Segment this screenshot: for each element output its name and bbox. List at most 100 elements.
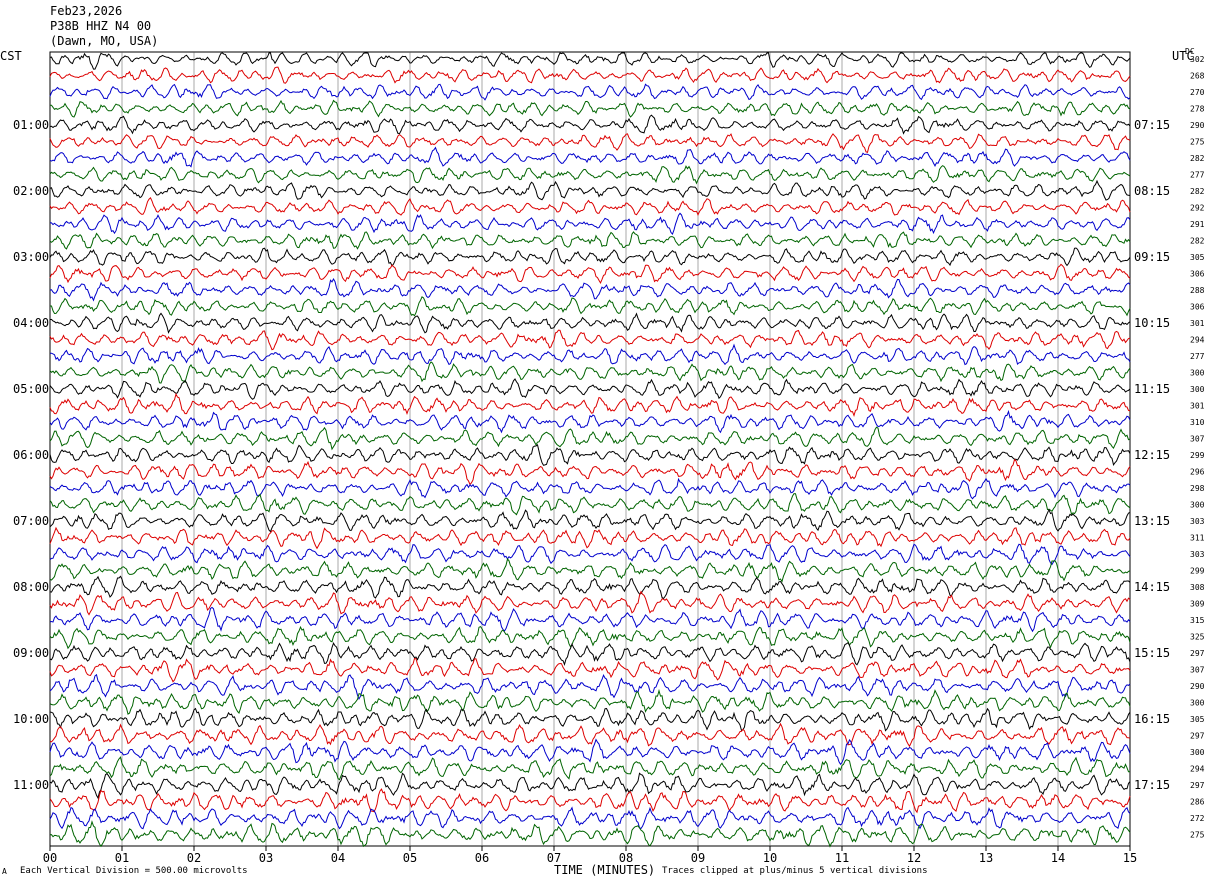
x-tick-label: 07 (547, 851, 561, 865)
dc-offset-label: 310 (1190, 418, 1205, 427)
trace-line (49, 590, 1131, 616)
dc-offset-label: 303 (1190, 550, 1205, 559)
dc-offset-label: 282 (1190, 237, 1205, 246)
utc-time-label: 14:15 (1134, 580, 1170, 594)
dc-offset-label: 299 (1190, 451, 1205, 460)
date-label: Feb23,2026 (50, 4, 123, 18)
trace-line (49, 820, 1131, 848)
dc-offset-label: 277 (1190, 171, 1205, 180)
trace-line (50, 296, 1131, 317)
trace-line (49, 378, 1131, 400)
dc-offset-label: 286 (1190, 798, 1205, 807)
trace-line (49, 231, 1131, 250)
trace-line (49, 165, 1131, 185)
dc-offset-label: 275 (1190, 831, 1205, 840)
dc-offset-label: 325 (1190, 633, 1205, 642)
x-axis-title: TIME (MINUTES) (554, 863, 656, 877)
dc-offset-label: 297 (1190, 732, 1205, 741)
dc-offset-label: 290 (1190, 121, 1205, 130)
trace-line (49, 688, 1131, 715)
dc-offset-label: 296 (1190, 468, 1205, 477)
trace-line (49, 673, 1131, 701)
plot-frame (49, 51, 1131, 847)
utc-time-label: 12:15 (1134, 448, 1170, 462)
dc-offset-label: 300 (1190, 699, 1205, 708)
trace-line (49, 526, 1131, 550)
utc-time-label: 13:15 (1134, 514, 1170, 528)
trace-line (49, 707, 1131, 732)
trace-line (49, 575, 1131, 600)
dc-offset-label: 299 (1190, 567, 1205, 576)
dc-offset-label: 300 (1190, 501, 1205, 510)
trace-line (49, 756, 1130, 781)
dc-offset-label: 268 (1190, 72, 1205, 81)
utc-time-label: 08:15 (1134, 184, 1170, 198)
trace-line (49, 179, 1131, 201)
x-tick-label: 13 (979, 851, 993, 865)
cst-time-label: 01:00 (13, 118, 49, 132)
dc-offset-label: 305 (1190, 715, 1205, 724)
cst-time-label: 10:00 (13, 712, 49, 726)
dc-offset-label: 282 (1190, 154, 1205, 163)
dc-offset-label: 303 (1190, 517, 1205, 526)
dc-offset-label: 302 (1190, 55, 1205, 64)
dc-offset-label: 307 (1190, 435, 1205, 444)
cst-time-label: 03:00 (13, 250, 49, 264)
x-tick-label: 14 (1051, 851, 1065, 865)
trace-line (49, 263, 1131, 284)
trace-line (49, 361, 1131, 384)
x-tick-label: 06 (475, 851, 489, 865)
x-tick-label: 09 (691, 851, 705, 865)
x-tick-label: 03 (259, 851, 273, 865)
trace-line (49, 508, 1131, 533)
trace-line (49, 806, 1131, 830)
dc-offset-label: 309 (1190, 600, 1205, 609)
dc-offset-label: 282 (1190, 187, 1205, 196)
location-label: (Dawn, MO, USA) (50, 34, 159, 48)
dc-offset-label: 297 (1190, 649, 1205, 658)
utc-time-label: 16:15 (1134, 712, 1170, 726)
dc-offset-label: 277 (1190, 352, 1205, 361)
dc-offset-label: 301 (1190, 319, 1205, 328)
dc-offset-label: 301 (1190, 402, 1205, 411)
dc-offset-label: 315 (1190, 616, 1205, 625)
trace-line (49, 444, 1131, 466)
station-label: P38B HHZ N4 00 (50, 19, 152, 33)
dc-offset-label: 308 (1190, 583, 1205, 592)
dc-offset-label: 292 (1190, 204, 1205, 213)
cst-time-label: 02:00 (13, 184, 49, 198)
trace-line (49, 196, 1131, 217)
x-tick-label: 12 (907, 851, 921, 865)
cst-time-label: 08:00 (13, 580, 49, 594)
clip-note: Traces clipped at plus/minus 5 vertical … (662, 866, 928, 876)
dc-offset-label: 270 (1190, 88, 1205, 97)
trace-line (49, 641, 1131, 666)
trace-line (49, 409, 1131, 434)
trace-line (49, 426, 1131, 451)
dc-offset-label: 311 (1190, 534, 1205, 543)
trace-line (49, 606, 1131, 633)
cst-time-label: 07:00 (13, 514, 49, 528)
trace-line (49, 247, 1131, 267)
x-tick-label: 04 (331, 851, 345, 865)
utc-time-label: 09:15 (1134, 250, 1170, 264)
dc-offset-label: 290 (1190, 682, 1205, 691)
trace-line (49, 52, 1131, 70)
cst-time-label: 04:00 (13, 316, 49, 330)
utc-axis-title: UTC (1172, 49, 1194, 63)
dc-offset-label: 294 (1190, 765, 1205, 774)
x-tick-label: 15 (1123, 851, 1137, 865)
dc-axis-title: DC (1185, 47, 1195, 56)
trace-line (49, 114, 1131, 135)
utc-time-label: 10:15 (1134, 316, 1170, 330)
cst-time-label: 09:00 (13, 646, 49, 660)
dc-offset-label: 306 (1190, 303, 1205, 312)
trace-line (50, 343, 1131, 366)
x-tick-label: 01 (115, 851, 129, 865)
trace-line (49, 738, 1131, 766)
dc-offset-label: 306 (1190, 270, 1205, 279)
corner-mark: A (2, 867, 7, 876)
cst-time-label: 11:00 (13, 778, 49, 792)
dc-offset-label: 297 (1190, 781, 1205, 790)
